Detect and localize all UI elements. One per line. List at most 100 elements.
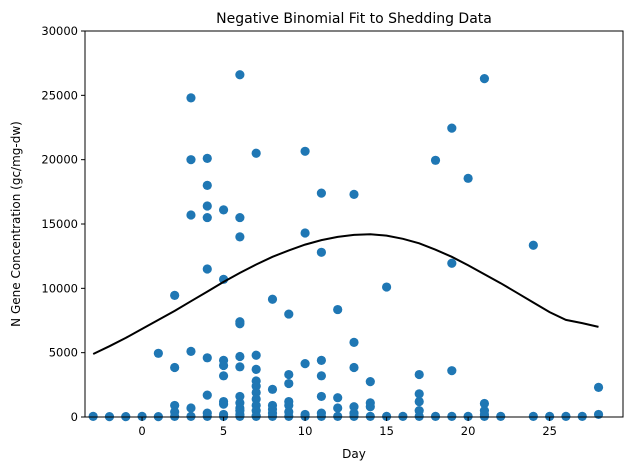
x-tick-label: 0 bbox=[138, 424, 145, 438]
data-point bbox=[153, 348, 163, 358]
data-point bbox=[267, 294, 278, 304]
y-tick-label: 20000 bbox=[41, 153, 78, 167]
data-point bbox=[398, 411, 408, 421]
data-point bbox=[333, 393, 343, 403]
data-point bbox=[300, 146, 310, 156]
data-point bbox=[349, 362, 359, 373]
data-point bbox=[186, 93, 196, 103]
data-point bbox=[300, 411, 310, 421]
data-point bbox=[316, 411, 326, 421]
data-point bbox=[202, 390, 212, 400]
data-point bbox=[463, 173, 473, 183]
plot-frame bbox=[84, 30, 624, 418]
data-point bbox=[186, 346, 196, 356]
scatter-points bbox=[88, 70, 604, 422]
x-tick-label: 20 bbox=[461, 424, 476, 438]
data-point bbox=[447, 123, 457, 133]
x-tick-label: 5 bbox=[220, 424, 227, 438]
data-point bbox=[251, 381, 261, 391]
data-point bbox=[430, 155, 441, 165]
data-point bbox=[577, 411, 587, 421]
data-point bbox=[186, 403, 196, 413]
y-tick-label: 15000 bbox=[41, 217, 78, 231]
data-point bbox=[235, 70, 245, 80]
data-point bbox=[447, 366, 457, 376]
y-axis-label: N Gene Concentration (gc/mg-dw) bbox=[9, 121, 23, 327]
data-point bbox=[430, 411, 441, 421]
data-point bbox=[528, 411, 538, 421]
data-point bbox=[300, 359, 310, 369]
data-point bbox=[202, 180, 212, 190]
data-point bbox=[593, 409, 604, 420]
data-point bbox=[202, 353, 212, 363]
x-tick-label: 10 bbox=[298, 424, 313, 438]
chart-title: Negative Binomial Fit to Shedding Data bbox=[216, 11, 492, 27]
data-point bbox=[479, 398, 490, 409]
data-point bbox=[202, 212, 212, 223]
data-point bbox=[316, 188, 326, 198]
data-point bbox=[218, 205, 229, 215]
data-point bbox=[414, 411, 424, 421]
data-point bbox=[202, 411, 212, 421]
y-tick-label: 30000 bbox=[41, 24, 78, 38]
data-point bbox=[218, 360, 229, 371]
data-point bbox=[251, 148, 261, 158]
y-tick-label: 25000 bbox=[41, 88, 78, 102]
data-point bbox=[251, 387, 261, 398]
data-point bbox=[284, 369, 294, 380]
data-point bbox=[414, 369, 424, 380]
data-point bbox=[251, 411, 261, 421]
data-point bbox=[202, 201, 212, 211]
data-point bbox=[561, 411, 571, 421]
data-point bbox=[284, 400, 294, 411]
data-point bbox=[382, 282, 392, 292]
data-point bbox=[186, 210, 196, 220]
y-axis: 0 5000 10000 15000 20000 25000 30000 bbox=[41, 24, 85, 424]
y-tick-label: 5000 bbox=[49, 346, 78, 360]
data-point bbox=[365, 402, 375, 412]
data-point bbox=[267, 411, 278, 421]
data-point bbox=[235, 319, 245, 329]
data-point bbox=[365, 411, 375, 421]
data-point bbox=[333, 403, 343, 413]
data-point bbox=[414, 396, 424, 407]
data-point bbox=[496, 411, 506, 421]
y-tick-label: 0 bbox=[71, 410, 78, 424]
data-point bbox=[316, 247, 326, 257]
data-point bbox=[186, 411, 196, 421]
data-point bbox=[170, 400, 180, 411]
data-point bbox=[235, 391, 245, 402]
data-point bbox=[316, 391, 326, 402]
data-point bbox=[88, 411, 98, 421]
data-point bbox=[316, 355, 326, 365]
data-point bbox=[235, 232, 245, 242]
data-point bbox=[349, 402, 359, 412]
data-point bbox=[528, 240, 538, 250]
data-point bbox=[170, 362, 180, 373]
data-point bbox=[316, 371, 326, 381]
data-point bbox=[218, 411, 229, 421]
data-point bbox=[365, 377, 375, 387]
data-point bbox=[284, 378, 294, 389]
data-point bbox=[267, 384, 278, 394]
data-point bbox=[479, 74, 490, 84]
fit-curve bbox=[92, 233, 599, 355]
data-point bbox=[251, 364, 261, 374]
data-point bbox=[235, 411, 245, 421]
data-point bbox=[284, 309, 294, 319]
data-point bbox=[447, 258, 457, 268]
data-point bbox=[479, 411, 490, 421]
data-point bbox=[593, 382, 604, 393]
data-point bbox=[251, 350, 261, 360]
data-point bbox=[251, 394, 261, 404]
data-point bbox=[170, 290, 180, 301]
data-point bbox=[447, 411, 457, 421]
data-point bbox=[235, 362, 245, 372]
data-point bbox=[202, 264, 212, 274]
data-point bbox=[218, 399, 229, 409]
x-axis: 0 5 10 15 20 25 bbox=[138, 417, 557, 438]
data-point bbox=[463, 411, 473, 421]
data-point bbox=[382, 411, 392, 421]
data-point bbox=[333, 411, 343, 421]
x-axis-label: Day bbox=[342, 447, 366, 461]
